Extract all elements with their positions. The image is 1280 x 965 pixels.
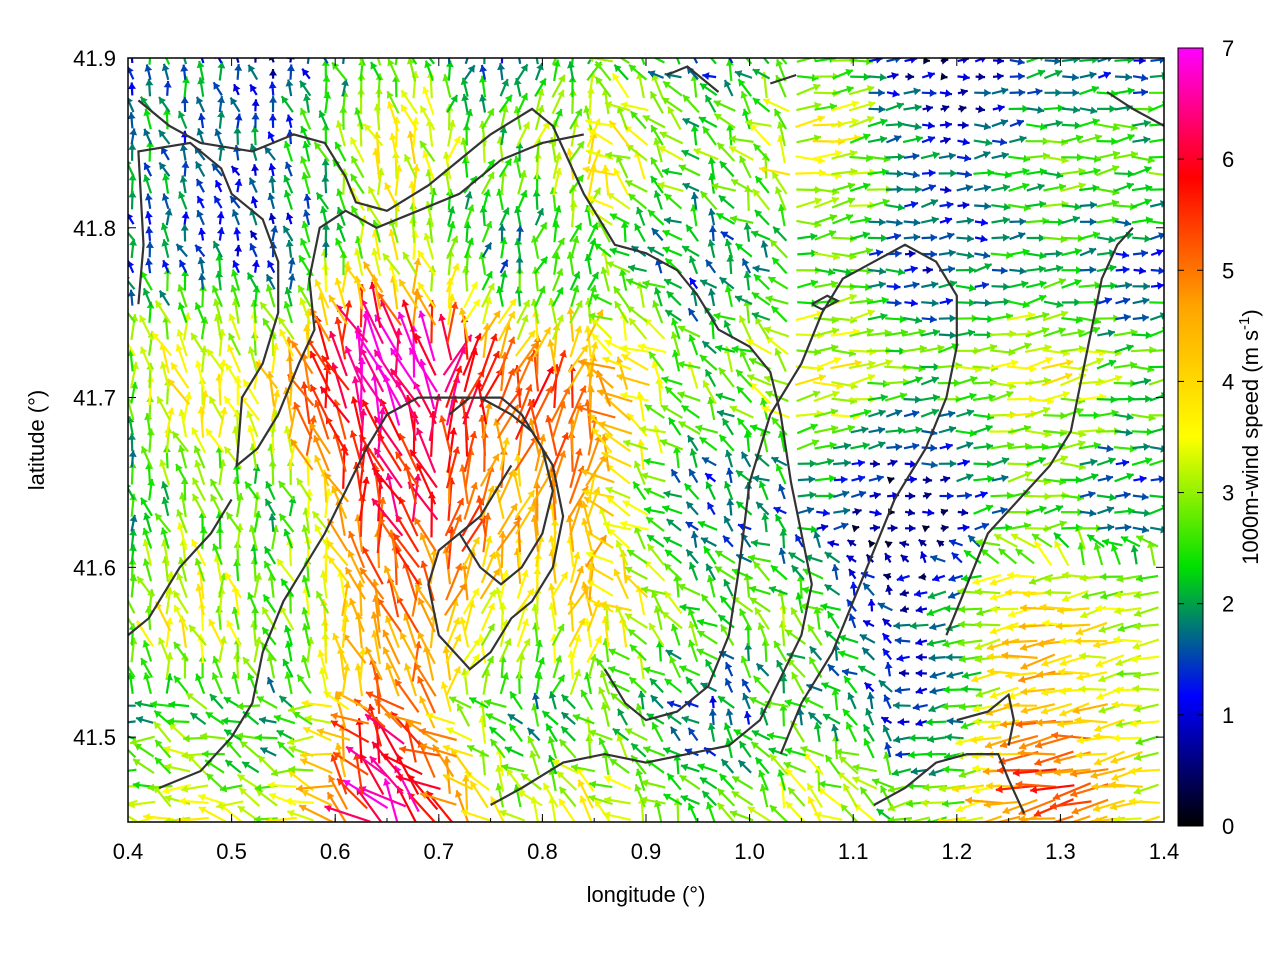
x-tick-label: 1.1 — [838, 839, 869, 864]
x-tick-label: 0.4 — [113, 839, 144, 864]
x-tick-label: 0.7 — [424, 839, 455, 864]
x-tick-label: 1.0 — [734, 839, 765, 864]
colorbar-tick-label: 3 — [1222, 481, 1234, 506]
x-axis-label: longitude (°) — [587, 882, 706, 907]
y-axis-label: latitude (°) — [24, 390, 49, 491]
colorbar-tick-label: 4 — [1222, 369, 1234, 394]
y-tick-label: 41.5 — [73, 725, 116, 750]
colorbar-tick-label: 6 — [1222, 147, 1234, 172]
colorbar-gradient — [1178, 48, 1203, 826]
x-tick-label: 0.9 — [631, 839, 662, 864]
y-tick-label: 41.6 — [73, 555, 116, 580]
colorbar-label: 1000m-wind speed (m s-1) — [1236, 309, 1263, 564]
colorbar-tick-label: 2 — [1222, 592, 1234, 617]
x-tick-label: 1.3 — [1045, 839, 1076, 864]
colorbar-tick-label: 5 — [1222, 258, 1234, 283]
x-tick-label: 0.6 — [320, 839, 351, 864]
colorbar-label-main: 1000m-wind speed (m s — [1238, 330, 1263, 565]
colorbar: 0 1 2 3 4 5 6 7 1000m-wind speed (m s-1) — [1178, 36, 1263, 839]
y-tick-label: 41.9 — [73, 46, 116, 71]
x-tick-label: 0.5 — [216, 839, 247, 864]
colorbar-tick-label: 7 — [1222, 36, 1234, 61]
colorbar-tick-label: 0 — [1222, 814, 1234, 839]
y-tick-label: 41.7 — [73, 386, 116, 411]
y-tick-label: 41.8 — [73, 216, 116, 241]
colorbar-label-end: ) — [1238, 309, 1263, 316]
x-tick-label: 0.8 — [527, 839, 558, 864]
x-tick-label: 1.2 — [942, 839, 973, 864]
colorbar-tick-label: 1 — [1222, 703, 1234, 728]
x-tick-label: 1.4 — [1149, 839, 1180, 864]
colorbar-label-superscript: -1 — [1236, 317, 1253, 330]
